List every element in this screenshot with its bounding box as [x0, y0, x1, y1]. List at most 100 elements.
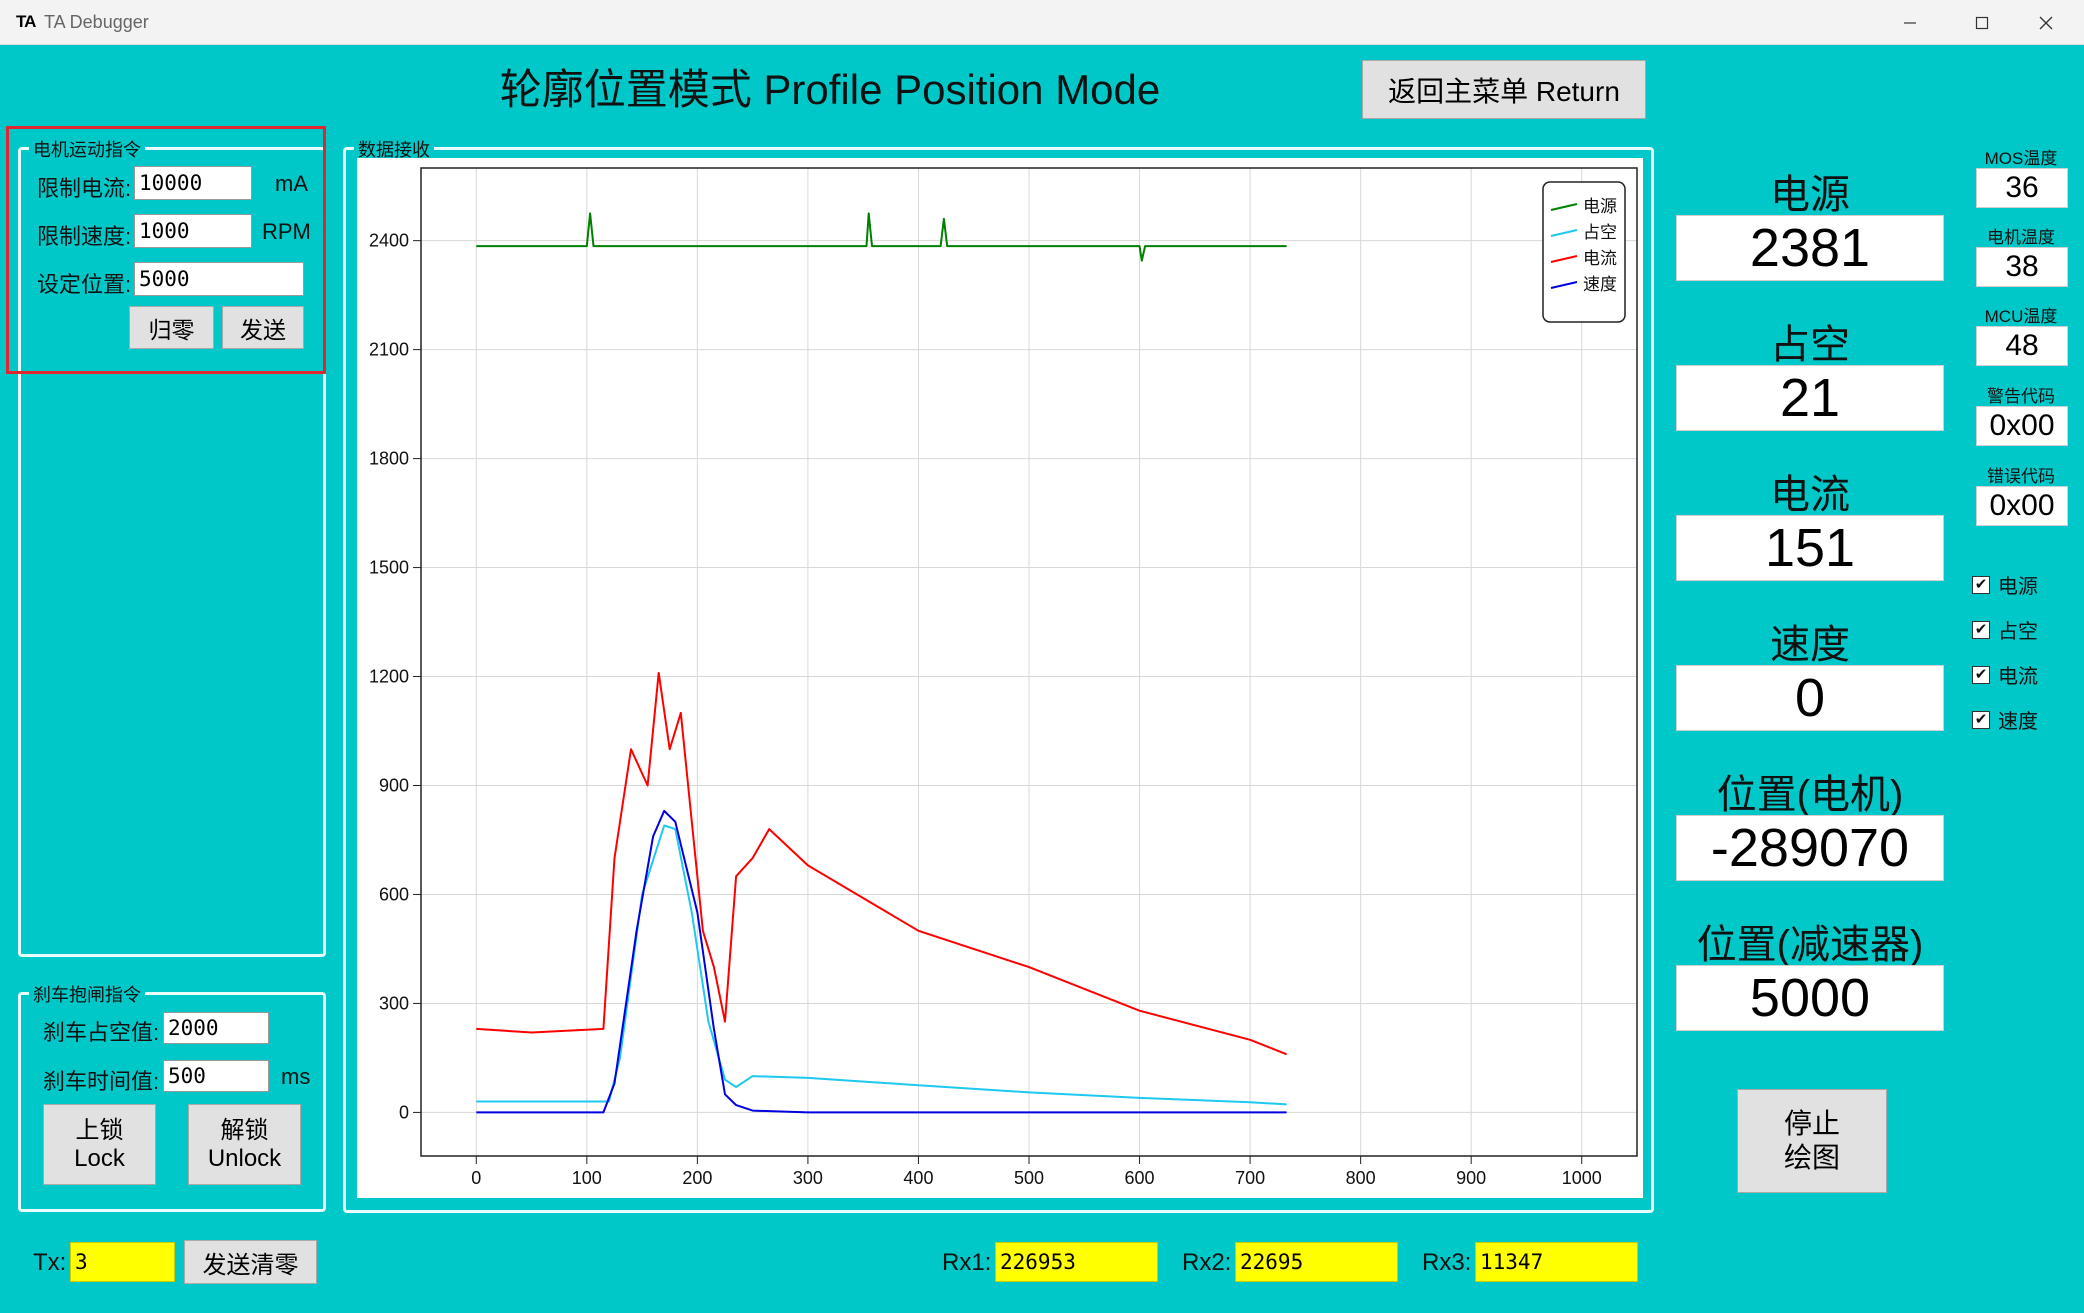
- motor-temp-title: 电机温度: [1987, 228, 2055, 247]
- send-button[interactable]: 发送: [222, 306, 304, 349]
- data-receive-group: 数据接收: [343, 136, 1654, 1213]
- rx3-value: 11347: [1475, 1242, 1638, 1282]
- checkmark-icon: ✔: [1972, 710, 1990, 729]
- brake-group-legend: 刹车抱闸指令: [29, 981, 145, 1007]
- reducer-position-title: 位置(减速器): [1696, 923, 1924, 967]
- clear-send-button[interactable]: 发送清零: [184, 1240, 317, 1284]
- chart-group-legend: 数据接收: [354, 136, 434, 162]
- unlock-button[interactable]: 解锁 Unlock: [188, 1104, 301, 1185]
- x-tick-label: 800: [1346, 1168, 1376, 1188]
- legend-swatch: [1550, 229, 1578, 237]
- y-tick-label: 2400: [369, 231, 409, 251]
- checkbox-speed-label: 速度: [1998, 711, 2038, 733]
- checkbox-speed[interactable]: ✔ 速度: [1972, 705, 2038, 734]
- x-tick-label: 900: [1456, 1168, 1486, 1188]
- window-title: TA Debugger: [44, 12, 149, 32]
- motor-temp-value: 38: [1976, 247, 2068, 287]
- speed-limit-label: 限制速度:: [37, 224, 132, 249]
- legend-swatch: [1550, 281, 1578, 289]
- stop-plot-line2: 绘图: [1783, 1142, 1840, 1173]
- y-tick-label: 1200: [369, 667, 409, 687]
- stop-plot-line1: 停止: [1783, 1108, 1840, 1139]
- plot-area: 0 100 200 300 400 500 600 700 800 900 1000 0 300 600 9…: [357, 158, 1643, 1198]
- duty-title: 占空: [1770, 323, 1850, 367]
- brake-command-group: 刹车抱闸指令: [18, 981, 326, 1212]
- minimize-icon[interactable]: [1874, 0, 1946, 45]
- y-tick-label: 600: [379, 884, 409, 904]
- y-tick-label: 1500: [369, 558, 409, 578]
- rx1-value: 226953: [995, 1242, 1158, 1282]
- y-tick-label: 0: [399, 1102, 409, 1122]
- speed-limit-input[interactable]: 1000: [134, 214, 252, 248]
- target-position-input[interactable]: 5000: [134, 262, 304, 296]
- target-position-label: 设定位置:: [37, 272, 132, 297]
- x-tick-label: 100: [572, 1168, 602, 1188]
- lock-button-cn: 上锁: [75, 1116, 124, 1144]
- checkbox-power-label: 电源: [1998, 576, 2038, 598]
- line-chart: 0 100 200 300 400 500 600 700 800 900 1000 0 300 600 9…: [369, 167, 1638, 1188]
- app-logo: TA: [16, 12, 36, 31]
- rx3-label: Rx3:: [1422, 1249, 1472, 1276]
- x-tick-label: 500: [1014, 1168, 1044, 1188]
- mcu-temp-title: MCU温度: [1984, 307, 2058, 326]
- rx2-label: Rx2:: [1182, 1249, 1232, 1276]
- motor-position-value: -289070: [1676, 815, 1944, 881]
- series-line: [476, 809, 1287, 1114]
- checkbox-duty[interactable]: ✔ 占空: [1972, 615, 2038, 644]
- motor-position-title: 位置(电机): [1716, 773, 1904, 817]
- tx-value: 3: [70, 1242, 175, 1282]
- power-title: 电源: [1770, 173, 1850, 217]
- brake-time-label: 刹车时间值:: [43, 1069, 160, 1094]
- x-tick-label: 300: [793, 1168, 823, 1188]
- reducer-position-value: 5000: [1676, 965, 1944, 1031]
- stop-plot-button[interactable]: 停止 绘图: [1737, 1089, 1887, 1193]
- current-limit-input[interactable]: 10000: [134, 166, 252, 200]
- brake-time-input[interactable]: 500: [163, 1060, 269, 1092]
- return-button[interactable]: 返回主菜单 Return: [1362, 60, 1646, 119]
- duty-value: 21: [1676, 365, 1944, 431]
- tx-label: Tx:: [33, 1249, 67, 1276]
- unlock-button-cn: 解锁: [220, 1116, 269, 1144]
- current-unit-label: mA: [275, 171, 308, 196]
- zero-button[interactable]: 归零: [129, 306, 214, 349]
- y-tick-label: 1800: [369, 449, 409, 469]
- checkbox-current[interactable]: ✔ 电流: [1972, 660, 2038, 689]
- brake-time-unit: ms: [281, 1064, 311, 1089]
- mos-temp-title: MOS温度: [1984, 149, 2058, 168]
- speed-title: 速度: [1770, 623, 1850, 667]
- unlock-button-en: Unlock: [207, 1144, 282, 1172]
- legend-box: [1542, 181, 1626, 323]
- series-line: [476, 212, 1287, 262]
- maximize-icon[interactable]: [1946, 0, 2018, 45]
- brake-duty-input[interactable]: 2000: [163, 1012, 269, 1044]
- x-tick-label: 1000: [1562, 1168, 1602, 1188]
- motor-group-legend: 电机运动指令: [29, 136, 145, 162]
- legend-label: 电流: [1583, 249, 1617, 269]
- checkmark-icon: ✔: [1972, 575, 1990, 594]
- warning-code-title: 警告代码: [1987, 387, 2055, 406]
- x-tick-label: 700: [1235, 1168, 1265, 1188]
- checkbox-duty-label: 占空: [1998, 621, 2038, 643]
- mos-temp-value: 36: [1976, 168, 2068, 208]
- legend-swatch: [1550, 255, 1578, 263]
- lock-button-en: Lock: [74, 1144, 125, 1172]
- current-value: 151: [1676, 515, 1944, 581]
- checkmark-icon: ✔: [1972, 665, 1990, 684]
- title-bar: TA TA Debugger: [0, 0, 2084, 45]
- current-limit-label: 限制电流:: [37, 176, 132, 201]
- y-tick-label: 2100: [369, 340, 409, 360]
- checkbox-power[interactable]: ✔ 电源: [1972, 570, 2038, 599]
- x-tick-label: 200: [682, 1168, 712, 1188]
- lock-button[interactable]: 上锁 Lock: [43, 1104, 156, 1185]
- rx1-label: Rx1:: [942, 1249, 992, 1276]
- close-icon[interactable]: [2010, 0, 2082, 45]
- x-tick-label: 400: [903, 1168, 933, 1188]
- page-title: 轮廓位置模式 Profile Position Mode: [499, 66, 1161, 113]
- x-tick-label: 0: [471, 1168, 481, 1188]
- error-code-value: 0x00: [1976, 486, 2068, 526]
- highlight-box: [6, 126, 326, 374]
- motor-command-group: 电机运动指令: [18, 136, 326, 957]
- checkmark-icon: ✔: [1972, 620, 1990, 639]
- brake-duty-label: 刹车占空值:: [43, 1020, 160, 1045]
- legend-label: 速度: [1583, 275, 1617, 295]
